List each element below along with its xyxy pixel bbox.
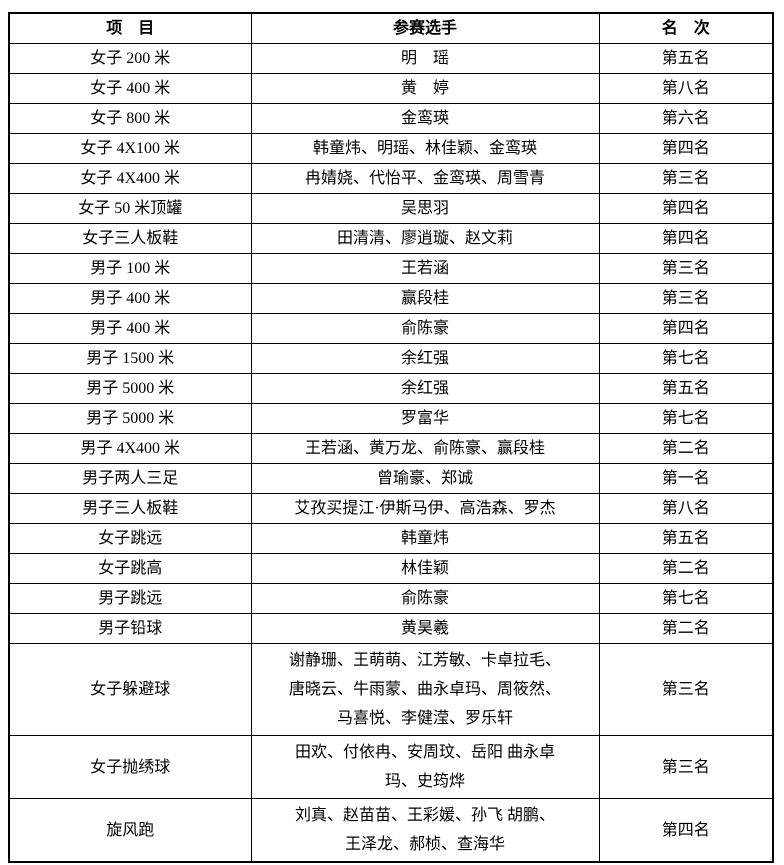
event-cell: 男子 4X400 米 (8, 433, 252, 464)
event-cell: 男子铅球 (8, 613, 252, 644)
table-row: 女子三人板鞋 田清清、廖逍璇、赵文莉 第四名 (8, 223, 774, 254)
athletes-cell: 王若涵 (250, 253, 600, 284)
table-row: 男子 400 米 俞陈豪 第四名 (8, 313, 774, 344)
athletes-cell: 余红强 (250, 343, 600, 374)
table-row: 旋风跑 刘真、赵苗苗、王彩媛、孙飞 胡鹏、 王泽龙、郝桢、查海华 第四名 (8, 798, 774, 863)
rank-cell: 第八名 (598, 493, 774, 524)
rank-cell: 第二名 (598, 553, 774, 584)
rank-cell: 第八名 (598, 73, 774, 104)
table-row: 女子抛绣球 田欢、付依冉、安周玟、岳阳 曲永卓 玛、史筠烨 第三名 (8, 735, 774, 799)
rank-cell: 第三名 (598, 253, 774, 284)
event-cell: 女子 800 米 (8, 103, 252, 134)
table-row: 男子两人三足 曾瑜豪、郑诚 第一名 (8, 463, 774, 494)
table-row: 女子 4X100 米 韩童炜、明瑶、林佳颖、金鸾瑛 第四名 (8, 133, 774, 164)
table-row: 女子 200 米 明 瑶 第五名 (8, 43, 774, 74)
table-row: 女子 800 米 金鸾瑛 第六名 (8, 103, 774, 134)
header-row: 项 目 参赛选手 名 次 (8, 12, 774, 44)
rank-cell: 第三名 (598, 163, 774, 194)
table-row: 女子躲避球 谢静珊、王萌萌、江芳敏、卡卓拉毛、 唐晓云、牛雨蒙、曲永卓玛、周筱然… (8, 643, 774, 736)
athletes-cell: 俞陈豪 (250, 583, 600, 614)
athletes-cell: 韩童炜、明瑶、林佳颖、金鸾瑛 (250, 133, 600, 164)
rank-cell: 第一名 (598, 463, 774, 494)
event-cell: 女子 50 米顶罐 (8, 193, 252, 224)
event-cell: 男子 1500 米 (8, 343, 252, 374)
rank-cell: 第七名 (598, 403, 774, 434)
table-row: 男子跳远 俞陈豪 第七名 (8, 583, 774, 614)
rank-cell: 第七名 (598, 583, 774, 614)
event-cell: 女子三人板鞋 (8, 223, 252, 254)
rank-cell: 第五名 (598, 373, 774, 404)
table-row: 男子 5000 米 罗富华 第七名 (8, 403, 774, 434)
event-cell: 女子跳远 (8, 523, 252, 554)
event-cell: 女子抛绣球 (8, 735, 252, 799)
rank-cell: 第四名 (598, 223, 774, 254)
athletes-cell: 俞陈豪 (250, 313, 600, 344)
table-row: 男子 5000 米 余红强 第五名 (8, 373, 774, 404)
athletes-cell: 韩童炜 (250, 523, 600, 554)
athletes-cell: 黄 婷 (250, 73, 600, 104)
table-row: 女子跳高 林佳颖 第二名 (8, 553, 774, 584)
rank-cell: 第四名 (598, 193, 774, 224)
athletes-cell: 田清清、廖逍璇、赵文莉 (250, 223, 600, 254)
results-table: 项 目 参赛选手 名 次 女子 200 米 明 瑶 第五名 女子 400 米 黄… (8, 12, 774, 863)
athletes-cell: 王若涵、黄万龙、俞陈豪、赢段桂 (250, 433, 600, 464)
rank-cell: 第二名 (598, 433, 774, 464)
event-cell: 女子 200 米 (8, 43, 252, 74)
rank-cell: 第四名 (598, 313, 774, 344)
event-cell: 女子跳高 (8, 553, 252, 584)
rank-cell: 第二名 (598, 613, 774, 644)
athletes-cell: 吴思羽 (250, 193, 600, 224)
event-cell: 男子 5000 米 (8, 373, 252, 404)
rank-cell: 第四名 (598, 798, 774, 863)
athletes-cell: 罗富华 (250, 403, 600, 434)
athletes-cell: 曾瑜豪、郑诚 (250, 463, 600, 494)
rank-cell: 第三名 (598, 643, 774, 736)
table-row: 女子 4X400 米 冉婧娆、代怡平、金鸾瑛、周雪青 第三名 (8, 163, 774, 194)
event-cell: 女子 4X100 米 (8, 133, 252, 164)
athletes-cell: 艾孜买提江·伊斯马伊、高浩森、罗杰 (250, 493, 600, 524)
rank-cell: 第三名 (598, 283, 774, 314)
table-row: 男子三人板鞋 艾孜买提江·伊斯马伊、高浩森、罗杰 第八名 (8, 493, 774, 524)
event-cell: 女子 4X400 米 (8, 163, 252, 194)
athletes-cell: 赢段桂 (250, 283, 600, 314)
athletes-cell: 黄昊羲 (250, 613, 600, 644)
athletes-cell: 谢静珊、王萌萌、江芳敏、卡卓拉毛、 唐晓云、牛雨蒙、曲永卓玛、周筱然、 马喜悦、… (250, 643, 600, 736)
table-row: 男子 1500 米 余红强 第七名 (8, 343, 774, 374)
athletes-cell: 林佳颖 (250, 553, 600, 584)
column-header-rank: 名 次 (598, 12, 774, 44)
athletes-cell: 田欢、付依冉、安周玟、岳阳 曲永卓 玛、史筠烨 (250, 735, 600, 799)
athletes-cell: 金鸾瑛 (250, 103, 600, 134)
table-row: 男子铅球 黄昊羲 第二名 (8, 613, 774, 644)
table-row: 男子 100 米 王若涵 第三名 (8, 253, 774, 284)
rank-cell: 第五名 (598, 523, 774, 554)
event-cell: 男子跳远 (8, 583, 252, 614)
rank-cell: 第三名 (598, 735, 774, 799)
table-row: 男子 400 米 赢段桂 第三名 (8, 283, 774, 314)
column-header-event: 项 目 (8, 12, 252, 44)
rank-cell: 第四名 (598, 133, 774, 164)
column-header-athletes: 参赛选手 (250, 12, 600, 44)
table-row: 男子 4X400 米 王若涵、黄万龙、俞陈豪、赢段桂 第二名 (8, 433, 774, 464)
event-cell: 男子 5000 米 (8, 403, 252, 434)
table-row: 女子 400 米 黄 婷 第八名 (8, 73, 774, 104)
athletes-cell: 余红强 (250, 373, 600, 404)
athletes-cell: 刘真、赵苗苗、王彩媛、孙飞 胡鹏、 王泽龙、郝桢、查海华 (250, 798, 600, 863)
athletes-cell: 明 瑶 (250, 43, 600, 74)
rank-cell: 第五名 (598, 43, 774, 74)
event-cell: 女子 400 米 (8, 73, 252, 104)
event-cell: 旋风跑 (8, 798, 252, 863)
event-cell: 男子两人三足 (8, 463, 252, 494)
rank-cell: 第七名 (598, 343, 774, 374)
table-row: 女子 50 米顶罐 吴思羽 第四名 (8, 193, 774, 224)
event-cell: 女子躲避球 (8, 643, 252, 736)
rank-cell: 第六名 (598, 103, 774, 134)
athletes-cell: 冉婧娆、代怡平、金鸾瑛、周雪青 (250, 163, 600, 194)
event-cell: 男子 400 米 (8, 313, 252, 344)
event-cell: 男子 400 米 (8, 283, 252, 314)
table-row: 女子跳远 韩童炜 第五名 (8, 523, 774, 554)
event-cell: 男子 100 米 (8, 253, 252, 284)
event-cell: 男子三人板鞋 (8, 493, 252, 524)
